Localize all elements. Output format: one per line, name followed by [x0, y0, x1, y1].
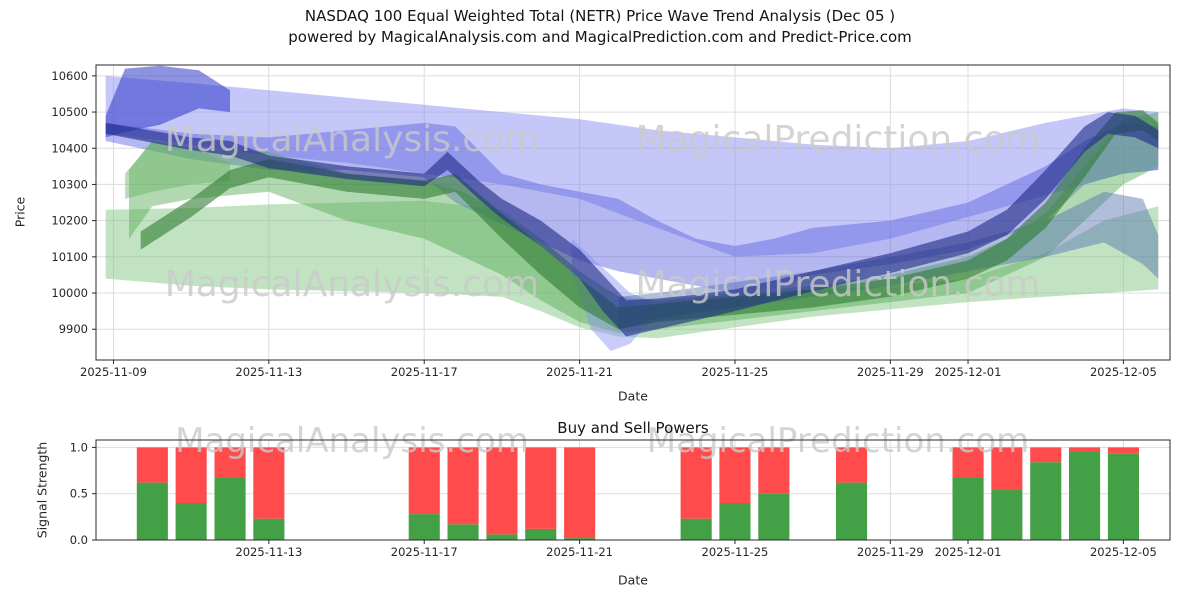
- bar-buy: [758, 493, 790, 540]
- bar-buy: [136, 482, 168, 540]
- watermark-magicalanalysis: MagicalAnalysis.com: [175, 421, 529, 461]
- bar-sell: [758, 447, 790, 494]
- x-tick-label: 2025-11-17: [391, 365, 458, 379]
- bar-sell: [447, 447, 479, 525]
- y-tick-label: 10400: [51, 141, 88, 155]
- bar-buy: [680, 518, 712, 540]
- y-tick-label: 0.5: [70, 487, 88, 501]
- price-axis-label: Price: [12, 196, 28, 228]
- bar-buy: [1107, 453, 1139, 540]
- bar-buy: [214, 478, 246, 540]
- x-tick-label: 2025-11-29: [857, 545, 924, 559]
- x-tick-label: 2025-11-13: [235, 365, 302, 379]
- bar-buy: [408, 514, 440, 540]
- bar-buy: [253, 518, 285, 540]
- y-tick-label: 9900: [59, 322, 88, 336]
- bar-buy: [447, 524, 479, 540]
- figure-title-line1: NASDAQ 100 Equal Weighted Total (NETR) P…: [304, 7, 896, 25]
- band-green-wide-lower: [105, 200, 1159, 339]
- buy-sell-powers-title: Buy and Sell Powers: [557, 419, 709, 437]
- bar-sell: [408, 447, 440, 515]
- y-tick-label: 10300: [51, 177, 88, 191]
- bar-buy: [175, 503, 207, 540]
- x-tick-label: 2025-11-25: [702, 365, 769, 379]
- date-axis-label-top: Date: [618, 388, 648, 404]
- bar-sell: [486, 447, 518, 535]
- x-tick-label: 2025-11-17: [391, 545, 458, 559]
- price-wave-chart: MagicalAnalysis.com MagicalPrediction.com…: [51, 64, 1171, 379]
- y-tick-label: 10000: [51, 286, 88, 300]
- watermark-magicalprediction: MagicalPrediction.com: [647, 421, 1030, 461]
- band-green-blob-left: [125, 141, 230, 199]
- x-tick-label: 2025-12-05: [1090, 545, 1157, 559]
- x-tick-label: 2025-12-01: [935, 545, 1002, 559]
- x-tick-label: 2025-11-29: [857, 365, 924, 379]
- bar-sell: [836, 447, 868, 483]
- x-tick-label: 2025-11-21: [546, 545, 613, 559]
- watermark-magicalanalysis: MagicalAnalysis.com: [165, 264, 539, 305]
- watermarks: MagicalAnalysis.com MagicalPrediction.com…: [165, 119, 1041, 305]
- band-navy-blob-topleft: [105, 65, 230, 138]
- band-blue-wide-upper: [105, 75, 1159, 257]
- bar-sell: [1030, 447, 1062, 463]
- bar-buy: [952, 478, 984, 540]
- bar-buy: [1069, 452, 1101, 540]
- x-tick-label: 2025-11-21: [546, 365, 613, 379]
- bar-sell: [719, 447, 751, 503]
- figure-title-line2: powered by MagicalAnalysis.com and Magic…: [288, 28, 912, 47]
- x-tick-label: 2025-11-13: [235, 545, 302, 559]
- price-bands: [105, 65, 1159, 351]
- date-axis-label-bottom: Date: [618, 572, 648, 588]
- watermark-magicalanalysis: MagicalAnalysis.com: [165, 119, 539, 160]
- watermarks: MagicalAnalysis.com MagicalPrediction.com: [175, 421, 1029, 461]
- bar-sell: [680, 447, 712, 519]
- bar-buy: [525, 528, 557, 540]
- tick-labels: 2025-11-13 2025-11-17 2025-11-21 2025-11-25…: [70, 440, 1157, 559]
- bar-buy: [719, 503, 751, 540]
- bar-sell: [253, 447, 285, 519]
- signal-strength-axis-label: Signal Strength: [34, 441, 50, 539]
- plot-border: [95, 64, 1171, 361]
- bar-buy: [1030, 462, 1062, 540]
- y-tick-label: 0.0: [70, 533, 88, 547]
- bar-sell: [175, 447, 207, 503]
- bar-sell: [952, 447, 984, 478]
- y-tick-label: 10600: [51, 69, 88, 83]
- y-tick-label: 10500: [51, 105, 88, 119]
- x-tick-label: 2025-12-01: [935, 365, 1002, 379]
- band-blue-mid: [105, 122, 1159, 294]
- plot-border: [95, 439, 1171, 541]
- buy-sell-powers-chart: MagicalAnalysis.com MagicalPrediction.com…: [70, 421, 1171, 559]
- x-tick-label: 2025-12-05: [1090, 365, 1157, 379]
- x-tick-label: 2025-11-25: [702, 545, 769, 559]
- bar-buy: [564, 538, 596, 540]
- signal-bars: [136, 447, 1139, 540]
- watermark-magicalprediction: MagicalPrediction.com: [636, 264, 1041, 305]
- tick-labels: 2025-11-09 2025-11-13 2025-11-17 2025-11-21…: [51, 69, 1156, 379]
- bar-sell: [136, 447, 168, 483]
- bar-sell: [214, 447, 246, 478]
- bar-sell: [1069, 447, 1101, 452]
- bar-sell: [525, 447, 557, 529]
- bar-buy: [836, 482, 868, 540]
- x-tick-label: 2025-11-09: [80, 365, 147, 379]
- bar-sell: [564, 447, 596, 539]
- y-tick-label: 1.0: [70, 440, 88, 454]
- bar-buy: [486, 534, 518, 540]
- figure-title: NASDAQ 100 Equal Weighted Total (NETR) P…: [0, 6, 1200, 49]
- y-tick-label: 10200: [51, 214, 88, 228]
- bar-buy: [991, 489, 1023, 540]
- bar-sell: [991, 447, 1023, 490]
- bar-sell: [1107, 447, 1139, 454]
- y-tick-label: 10100: [51, 250, 88, 264]
- watermark-magicalprediction: MagicalPrediction.com: [636, 119, 1041, 160]
